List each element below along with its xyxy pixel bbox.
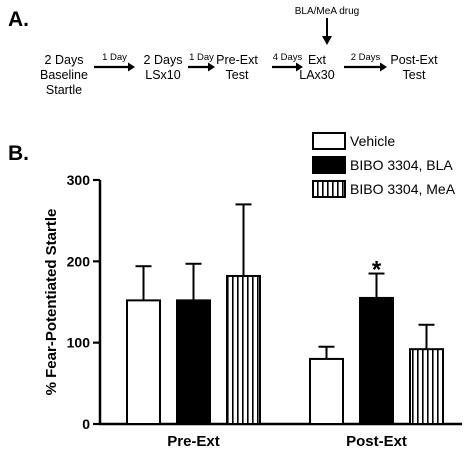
y-tick-label: 300 [67,172,91,188]
y-axis-label: % Fear-Potentiated Startle [43,209,60,396]
y-tick-label: 200 [67,253,91,269]
y-tick-label: 100 [67,335,91,351]
legend-label: Vehicle [350,133,395,149]
legend-label: BIBO 3304, MeA [350,181,456,197]
legend: Vehicle BIBO 3304, BLA BIBO 3304, MeA [312,132,456,198]
drug-label: BLA/MeA drug [295,6,359,17]
y-tick-label: 0 [82,416,90,432]
step-2-line-1: 2 Days [144,53,183,67]
step-2-line-2: LSx10 [145,68,180,82]
panel-b-label: B. [8,142,29,165]
timeline-arrow-2 [188,62,215,72]
bar-chart: 0 100 200 300 % Fear-Potentiated Startle Pre-… [43,172,462,450]
drug-arrow [322,18,332,45]
panel-a-label: A. [8,8,29,31]
legend-swatch [312,180,346,198]
legend-swatch [312,132,346,150]
step-1-line-3: Startle [46,83,82,97]
legend-swatch [312,156,346,174]
bar-bibo-3304-mea-post-ext [409,348,444,426]
timeline-arrow-4 [344,62,387,72]
bar-bibo-3304-mea-pre-ext [226,274,261,425]
step-5-line-2: Test [403,68,426,82]
step-3-line-2: Test [226,68,249,82]
bar-bibo-3304-bla-pre-ext [176,299,211,425]
x-tick-label: Post-Ext [346,433,407,450]
bar-bibo-3304-bla-post-ext [359,296,394,425]
timeline-arrow-1 [94,62,135,72]
x-tick-label: Pre-Ext [167,433,220,450]
bar-vehicle-post-ext [309,357,344,425]
significance-marker: * [372,257,382,284]
timeline-arrow-3 [272,62,303,72]
arrow-label-2: 1 Day [189,52,214,63]
step-1-line-2: Baseline [40,68,88,82]
step-4-line-2: LAx30 [299,68,334,82]
arrow-label-4: 2 Days [351,52,381,63]
legend-label: BIBO 3304, BLA [350,157,453,173]
arrow-label-1: 1 Day [102,52,127,63]
step-4-line-1: Ext [308,53,327,67]
step-3-line-1: Pre-Ext [216,53,258,67]
step-5-line-1: Post-Ext [390,53,438,67]
arrow-label-3: 4 Days [273,52,303,63]
step-1-line-1: 2 Days [45,53,84,67]
bar-vehicle-pre-ext [126,299,161,425]
